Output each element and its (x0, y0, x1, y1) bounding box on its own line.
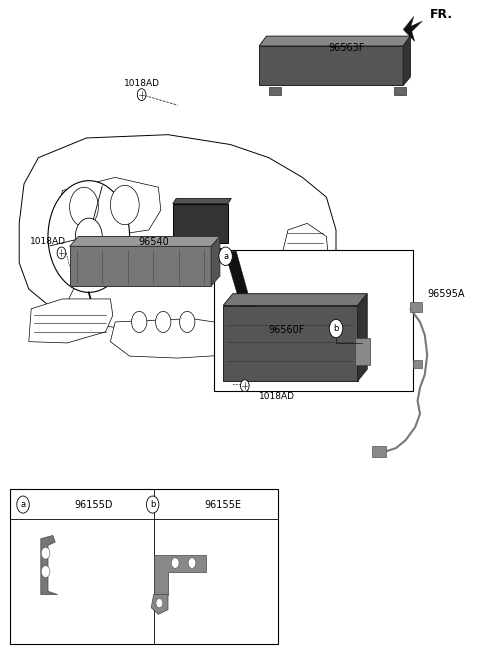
Circle shape (137, 89, 146, 101)
Polygon shape (259, 36, 410, 46)
Circle shape (110, 185, 139, 225)
Circle shape (17, 496, 29, 513)
Polygon shape (154, 555, 206, 595)
Circle shape (57, 247, 66, 259)
Polygon shape (211, 237, 220, 286)
Text: 96155E: 96155E (204, 499, 241, 510)
Text: 96595A: 96595A (427, 289, 465, 299)
Circle shape (180, 311, 195, 332)
Polygon shape (259, 46, 403, 85)
Text: 96540: 96540 (138, 237, 169, 246)
Text: 1018AD: 1018AD (30, 237, 66, 246)
Circle shape (70, 187, 98, 227)
Polygon shape (29, 299, 113, 343)
Text: 96155D: 96155D (74, 499, 113, 510)
Circle shape (156, 311, 171, 332)
Bar (355, 338, 370, 365)
Polygon shape (151, 595, 168, 614)
Circle shape (329, 319, 343, 338)
Polygon shape (19, 135, 336, 342)
Bar (410, 302, 422, 312)
Circle shape (146, 496, 159, 513)
Polygon shape (67, 269, 283, 332)
Circle shape (41, 547, 50, 559)
Polygon shape (403, 16, 422, 41)
Circle shape (188, 558, 196, 568)
Text: b: b (333, 324, 339, 333)
Bar (223, 306, 358, 381)
Text: a: a (223, 252, 228, 261)
Polygon shape (358, 294, 367, 381)
Polygon shape (70, 237, 220, 246)
Circle shape (156, 599, 163, 608)
Text: 1018AD: 1018AD (259, 392, 295, 401)
Circle shape (132, 311, 147, 332)
Circle shape (240, 380, 249, 392)
Circle shape (171, 558, 179, 568)
Bar (269, 87, 281, 95)
Circle shape (219, 247, 232, 265)
Polygon shape (283, 223, 329, 279)
Bar (173, 204, 228, 243)
Text: b: b (150, 500, 156, 509)
Polygon shape (41, 535, 58, 595)
Text: 96563F: 96563F (329, 43, 365, 53)
Text: a: a (21, 500, 25, 509)
Bar (372, 446, 386, 457)
Bar (394, 87, 406, 95)
Text: 1018AD: 1018AD (124, 79, 159, 88)
Polygon shape (173, 198, 231, 204)
Circle shape (48, 181, 130, 292)
Polygon shape (223, 251, 263, 327)
Text: 96560F: 96560F (269, 325, 305, 335)
Bar (214, 250, 413, 391)
Text: FR.: FR. (430, 8, 453, 21)
Bar (158, 248, 221, 269)
Bar (10, 489, 278, 644)
Bar (413, 360, 422, 368)
Circle shape (41, 566, 50, 578)
Polygon shape (403, 36, 410, 85)
Polygon shape (58, 177, 161, 237)
Bar (70, 246, 211, 286)
Polygon shape (223, 294, 367, 306)
Polygon shape (110, 319, 240, 358)
Circle shape (75, 218, 102, 255)
